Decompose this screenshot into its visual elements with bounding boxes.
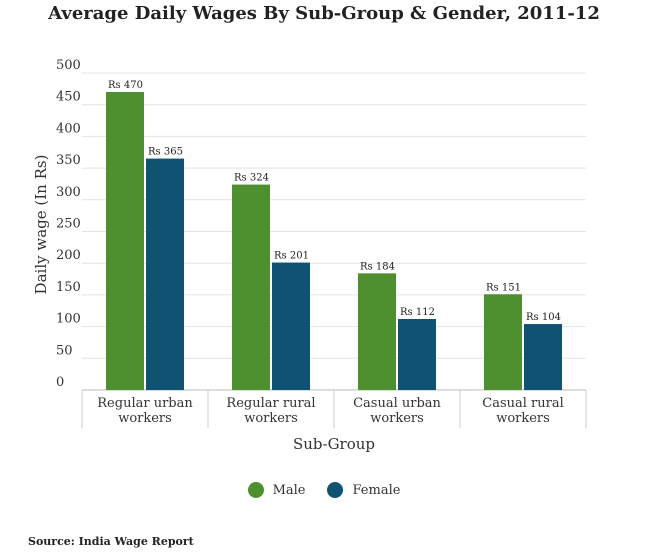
x-tick-label-3: Casual rural [482,396,564,411]
y-tick-100: 100 [56,312,81,327]
data-label-female-0: Rs 365 [148,147,183,158]
x-tick-label-0: Regular urban [97,396,193,411]
chart-title: Average Daily Wages By Sub-Group & Gende… [48,3,600,24]
x-tick-label-1: Regular rural [226,396,315,411]
y-tick-200: 200 [56,248,81,263]
legend-item-female[interactable]: Female [327,482,400,498]
legend-item-male[interactable]: Male [247,482,306,498]
y-tick-0: 0 [56,375,64,390]
y-tick-250: 250 [56,217,81,232]
x-tick-label-2: Casual urban [353,396,441,411]
data-label-male-0: Rs 470 [108,80,143,91]
bar-male-1 [232,184,270,390]
y-tick-450: 450 [56,90,81,105]
bar-male-3 [484,294,522,390]
y-tick-350: 350 [56,153,81,168]
y-tick-300: 300 [56,185,81,200]
x-tick-label-0: workers [118,411,172,426]
data-label-male-3: Rs 151 [486,282,521,293]
legend-label-female: Female [352,482,401,498]
bar-chart: 0 50 100 150 200 250 300 350 400 450 500 Rs 470 Rs 3… [32,58,587,453]
data-label-female-3: Rs 104 [526,312,561,323]
x-tick-label-2: workers [370,411,424,426]
legend-swatch-male [247,482,264,498]
x-tick-label-3: workers [496,411,550,426]
y-tick-400: 400 [56,121,81,136]
y-tick-50: 50 [56,343,73,358]
data-label-female-1: Rs 201 [274,251,309,262]
bar-female-0 [146,158,184,390]
bar-male-0 [106,92,144,391]
legend-swatch-female [327,482,344,498]
data-label-male-1: Rs 324 [234,173,269,184]
legend-label-male: Male [272,482,306,498]
y-tick-500: 500 [56,58,81,73]
data-label-female-2: Rs 112 [400,307,435,318]
bar-female-2 [398,318,436,390]
bar-female-1 [272,262,310,390]
data-label-male-2: Rs 184 [360,261,395,272]
y-axis-title: Daily wage (In Rs) [32,155,50,295]
source-note: Source: India Wage Report [28,535,194,548]
bar-female-3 [524,324,562,390]
x-axis-title: Sub-Group [293,435,375,453]
bar-male-2 [358,273,396,390]
legend: Male Female [0,482,648,498]
x-tick-label-1: workers [244,411,298,426]
y-tick-150: 150 [56,280,81,295]
